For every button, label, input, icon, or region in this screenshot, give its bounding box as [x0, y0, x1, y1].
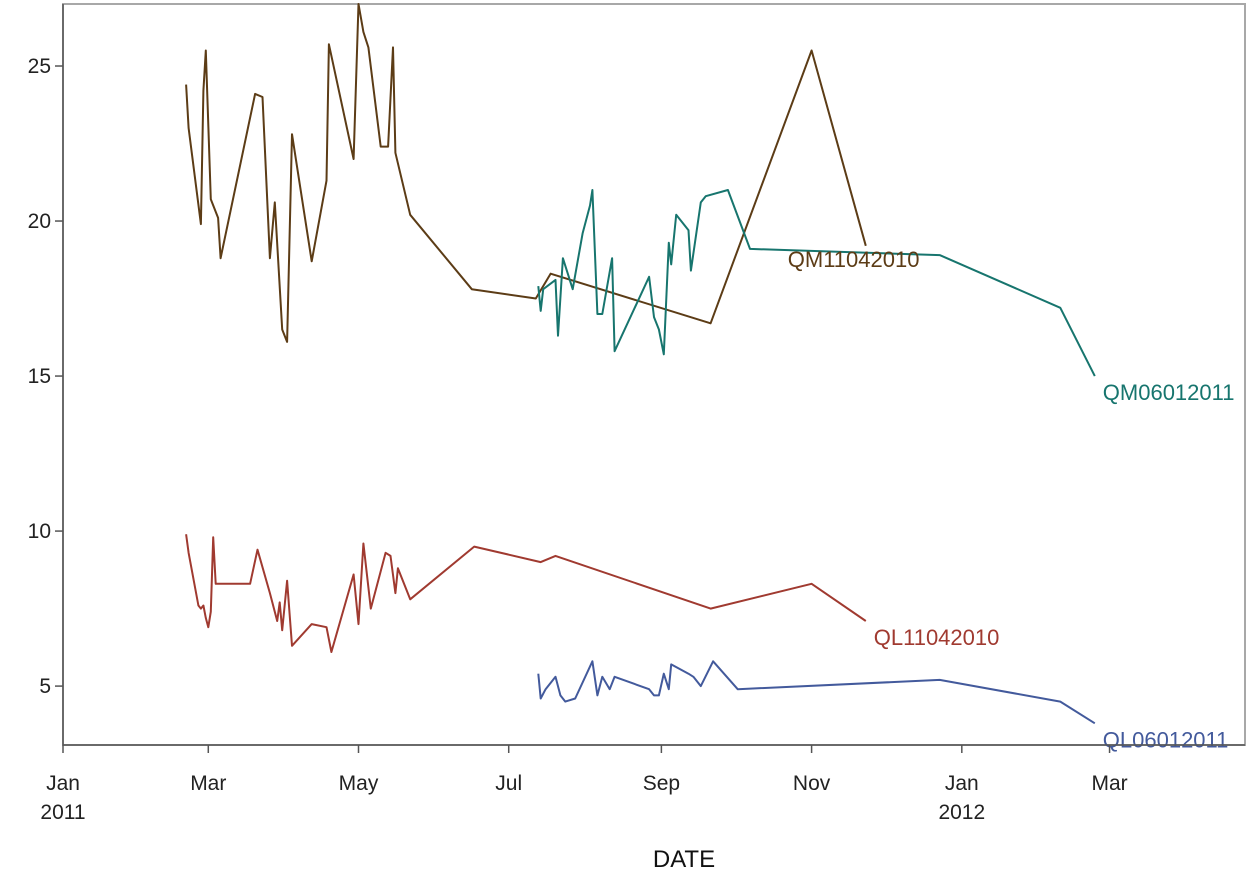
series-line-qm06012011 [537, 189, 1096, 377]
series-line-ql06012011 [537, 660, 1096, 725]
x-axis: Jan 2011 Mar May Jul Sep Nov Jan 2012 Mar [40, 744, 1245, 824]
x-axis-title: DATE [653, 846, 715, 873]
x-tick-label: Nov [793, 772, 831, 795]
series-label-qm11042010: QM11042010 [788, 247, 920, 272]
series-label-qm06012011: QM06012011 [1103, 380, 1235, 405]
x-tick-label: Mar [190, 772, 226, 795]
plot-frame [62, 3, 1246, 746]
series-label-ql11042010: QL11042010 [874, 625, 1000, 650]
x-tick-label: Jan [46, 772, 80, 795]
series-label-layer: QM11042010 QM06012011 QL11042010 QL06012011 [788, 247, 1235, 752]
y-axis: 5 10 15 20 25 [28, 4, 64, 745]
y-tick-label: 15 [28, 365, 51, 388]
series-line-qm11042010 [185, 3, 867, 343]
x-tick-label: Sep [643, 772, 680, 795]
x-tick-label: Jul [495, 772, 522, 795]
x-tick-label: Jan [945, 772, 979, 795]
series-label-ql06012011: QL06012011 [1103, 727, 1229, 752]
series-line-ql11042010 [185, 534, 867, 653]
series-layer [185, 3, 1096, 725]
x-tick-label: Mar [1091, 772, 1127, 795]
y-tick-label: 20 [28, 210, 51, 233]
x-tick-label: May [339, 772, 379, 795]
x-tick-year-label: 2012 [938, 801, 985, 824]
x-tick-year-label: 2011 [40, 801, 85, 824]
y-tick-label: 5 [39, 675, 51, 698]
y-tick-label: 25 [28, 55, 51, 78]
y-tick-label: 10 [28, 520, 51, 543]
